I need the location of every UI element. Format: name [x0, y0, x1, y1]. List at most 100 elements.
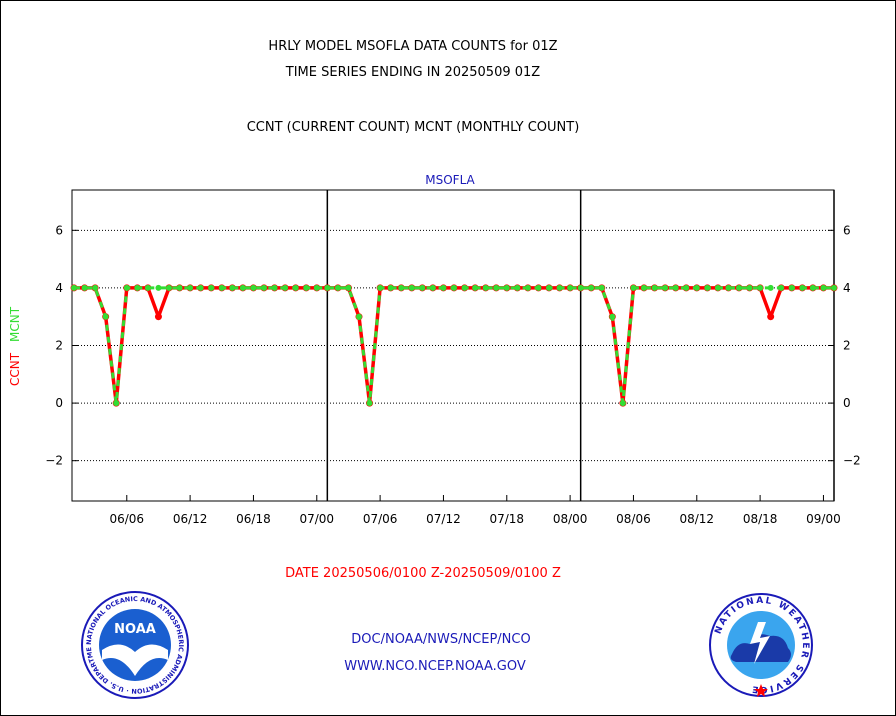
data-point-mcnt [123, 284, 130, 291]
y-tick-label-left: 2 [55, 339, 63, 353]
data-point-mcnt [736, 284, 742, 291]
data-point-mcnt [440, 284, 447, 291]
data-point-mcnt [176, 284, 183, 291]
grid-layer [72, 229, 834, 462]
y-tick-label-left: 4 [55, 281, 63, 295]
data-point-mcnt [356, 313, 362, 320]
y-tick-label-right: 2 [843, 339, 851, 353]
data-point-mcnt [725, 284, 732, 291]
x-tick-label: 07/00 [299, 512, 334, 526]
data-point-mcnt [324, 284, 331, 291]
data-point-mcnt [271, 284, 278, 291]
data-point-mcnt [81, 284, 88, 291]
data-point-mcnt [598, 284, 605, 291]
data-point-mcnt [261, 284, 267, 291]
data-point-mcnt [524, 284, 531, 291]
data-point-mcnt [609, 313, 616, 320]
x-tick-label: 06/06 [109, 512, 144, 526]
x-tick-label: 06/18 [236, 512, 271, 526]
data-point-mcnt [408, 284, 415, 291]
data-point-mcnt [820, 284, 827, 291]
data-point-mcnt [134, 284, 141, 291]
data-point-mcnt [535, 284, 542, 291]
data-point-mcnt [282, 284, 289, 291]
x-tick-label: 08/00 [553, 512, 588, 526]
data-point-mcnt [155, 284, 162, 291]
data-point-mcnt [767, 284, 774, 291]
data-point-mcnt [651, 284, 658, 291]
data-point-mcnt [641, 284, 647, 291]
data-point-mcnt [239, 284, 246, 291]
y-tick-label-right: 4 [843, 281, 851, 295]
data-point-mcnt [472, 284, 479, 291]
y-tick-label-right: −2 [843, 454, 861, 468]
data-point-mcnt [187, 284, 194, 291]
noaa-logo-text: NOAA [114, 622, 156, 637]
y-tick-label-left: 6 [55, 223, 63, 237]
data-point-mcnt [619, 400, 626, 407]
y-tick-label-left: −2 [45, 454, 63, 468]
org-path-link[interactable]: DOC/NOAA/NWS/NCEP/NCO [351, 632, 531, 647]
data-point-mcnt [377, 284, 384, 291]
data-point-mcnt [303, 284, 310, 291]
data-point-mcnt [250, 284, 257, 291]
data-point-mcnt [503, 284, 510, 291]
data-point-mcnt [419, 284, 426, 291]
x-tick-label: 08/12 [679, 512, 714, 526]
x-tick-label: 07/18 [489, 512, 524, 526]
data-point-mcnt [556, 284, 563, 291]
y-tick-label-right: 0 [843, 396, 851, 410]
data-point-mcnt [387, 284, 394, 291]
plot-title: MSOFLA [425, 173, 475, 187]
data-point-mcnt [313, 284, 320, 291]
data-point-mcnt [714, 284, 721, 291]
x-tick-label: 07/12 [426, 512, 461, 526]
x-tick-label: 09/00 [806, 512, 841, 526]
data-point-mcnt [672, 284, 679, 291]
data-point-mcnt [482, 284, 489, 291]
data-point-mcnt [71, 284, 77, 291]
data-point-mcnt [630, 284, 637, 291]
data-point-mcnt [788, 284, 795, 291]
data-point-mcnt [493, 284, 500, 291]
y-axis-label-mcnt: MCNT [8, 306, 22, 342]
chart-title-line1: HRLY MODEL MSOFLA DATA COUNTS for 01Z [268, 39, 558, 54]
data-point-mcnt [799, 284, 806, 291]
series-layer [70, 284, 838, 407]
x-tick-label: 07/06 [363, 512, 398, 526]
y-tick-label-left: 0 [55, 396, 63, 410]
data-point-mcnt [144, 284, 151, 291]
chart-subtitle: CCNT (CURRENT COUNT) MCNT (MONTHLY COUNT… [246, 120, 580, 135]
data-point-mcnt [567, 284, 574, 291]
y-axis-label-group: CCNT MCNT [8, 306, 22, 386]
data-point-mcnt [778, 284, 785, 291]
data-point-mcnt [693, 284, 700, 291]
axis-layer: −2 −2 0 0 2 2 4 4 6 6 06/06 06/12 06/18 07/00 07/06 07/… [45, 189, 861, 526]
data-point-mcnt [429, 284, 436, 291]
data-point-mcnt [92, 284, 99, 291]
data-point-mcnt [398, 284, 405, 291]
data-point-mcnt [218, 284, 225, 291]
data-point-mcnt [746, 284, 753, 291]
data-point-mcnt [451, 284, 457, 291]
data-point-ccnt [767, 313, 775, 321]
data-point-mcnt [229, 284, 236, 291]
data-point-mcnt [514, 284, 521, 291]
x-tick-label: 08/06 [616, 512, 651, 526]
x-tick-label: 08/18 [743, 512, 778, 526]
date-range-label: DATE 20250506/0100 Z-20250509/0100 Z [285, 566, 561, 581]
data-point-mcnt [546, 284, 552, 291]
chart-title-line2: TIME SERIES ENDING IN 20250509 01Z [285, 65, 541, 80]
data-point-mcnt [704, 284, 711, 291]
data-point-mcnt [345, 284, 352, 291]
data-point-mcnt [113, 400, 120, 407]
data-point-mcnt [334, 284, 341, 291]
data-point-mcnt [577, 284, 584, 291]
data-point-mcnt [102, 313, 109, 320]
data-point-ccnt [154, 313, 162, 321]
website-link[interactable]: WWW.NCO.NCEP.NOAA.GOV [344, 659, 526, 674]
data-point-mcnt [683, 284, 690, 291]
data-point-mcnt [197, 284, 204, 291]
data-point-mcnt [831, 284, 837, 291]
